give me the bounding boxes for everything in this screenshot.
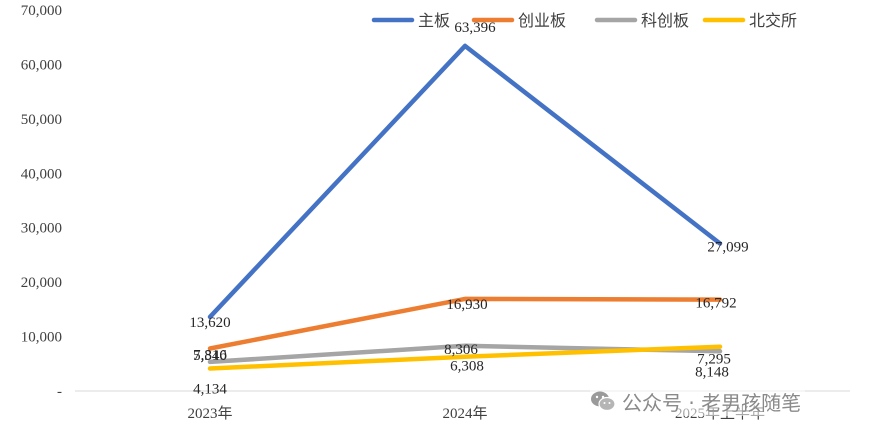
data-label: 7,816 — [193, 347, 227, 363]
watermark: 公众号 · 老男孩随笔 — [590, 386, 806, 416]
data-label: 8,306 — [444, 342, 478, 358]
x-tick-label: 2024年 — [442, 405, 487, 422]
y-tick-label: 20,000 — [21, 275, 62, 291]
legend-label: 创业板 — [518, 11, 566, 30]
y-tick-label: 10,000 — [21, 330, 62, 346]
legend-label: 科创板 — [641, 11, 689, 30]
data-label: 5,340 — [193, 348, 227, 364]
data-label: 27,099 — [707, 240, 748, 256]
series-lines — [207, 43, 723, 371]
y-tick-label: - — [57, 384, 62, 400]
data-label: 4,134 — [193, 381, 227, 397]
data-label: 13,620 — [189, 315, 230, 331]
y-tick-label: 70,000 — [21, 3, 62, 19]
legend-item-0[interactable]: 主板 — [371, 11, 450, 30]
legend-item-3[interactable]: 北交所 — [702, 11, 797, 30]
data-label: 63,396 — [454, 20, 496, 36]
y-tick-label: 60,000 — [21, 57, 62, 73]
legend-item-2[interactable]: 科创板 — [594, 11, 689, 30]
data-labels: 13,620 63,396 27,099 7,816 16,930 16,792 5,340… — [189, 20, 748, 398]
legend-label: 主板 — [418, 11, 450, 30]
wechat-icon — [591, 391, 616, 412]
y-tick-label: 30,000 — [21, 221, 62, 237]
y-tick-label: 50,000 — [21, 112, 62, 128]
legend[interactable]: 主板 创业板 科创板 北交所 — [371, 11, 797, 30]
data-label: 16,792 — [695, 296, 736, 312]
series-line-0 — [207, 43, 723, 320]
x-tick-label: 2023年 — [187, 405, 232, 422]
y-axis-ticks: - 10,000 20,000 30,000 40,000 50,000 60,000 70,… — [21, 3, 62, 400]
legend-item-1[interactable]: 创业板 — [471, 11, 566, 30]
legend-label: 北交所 — [749, 11, 797, 30]
data-label: 8,148 — [695, 365, 729, 381]
y-tick-label: 40,000 — [21, 166, 62, 182]
watermark-text: 公众号 · 老男孩随笔 — [622, 390, 802, 415]
data-label: 7,295 — [697, 351, 731, 367]
data-label: 6,308 — [450, 359, 484, 375]
data-label: 16,930 — [446, 297, 487, 313]
